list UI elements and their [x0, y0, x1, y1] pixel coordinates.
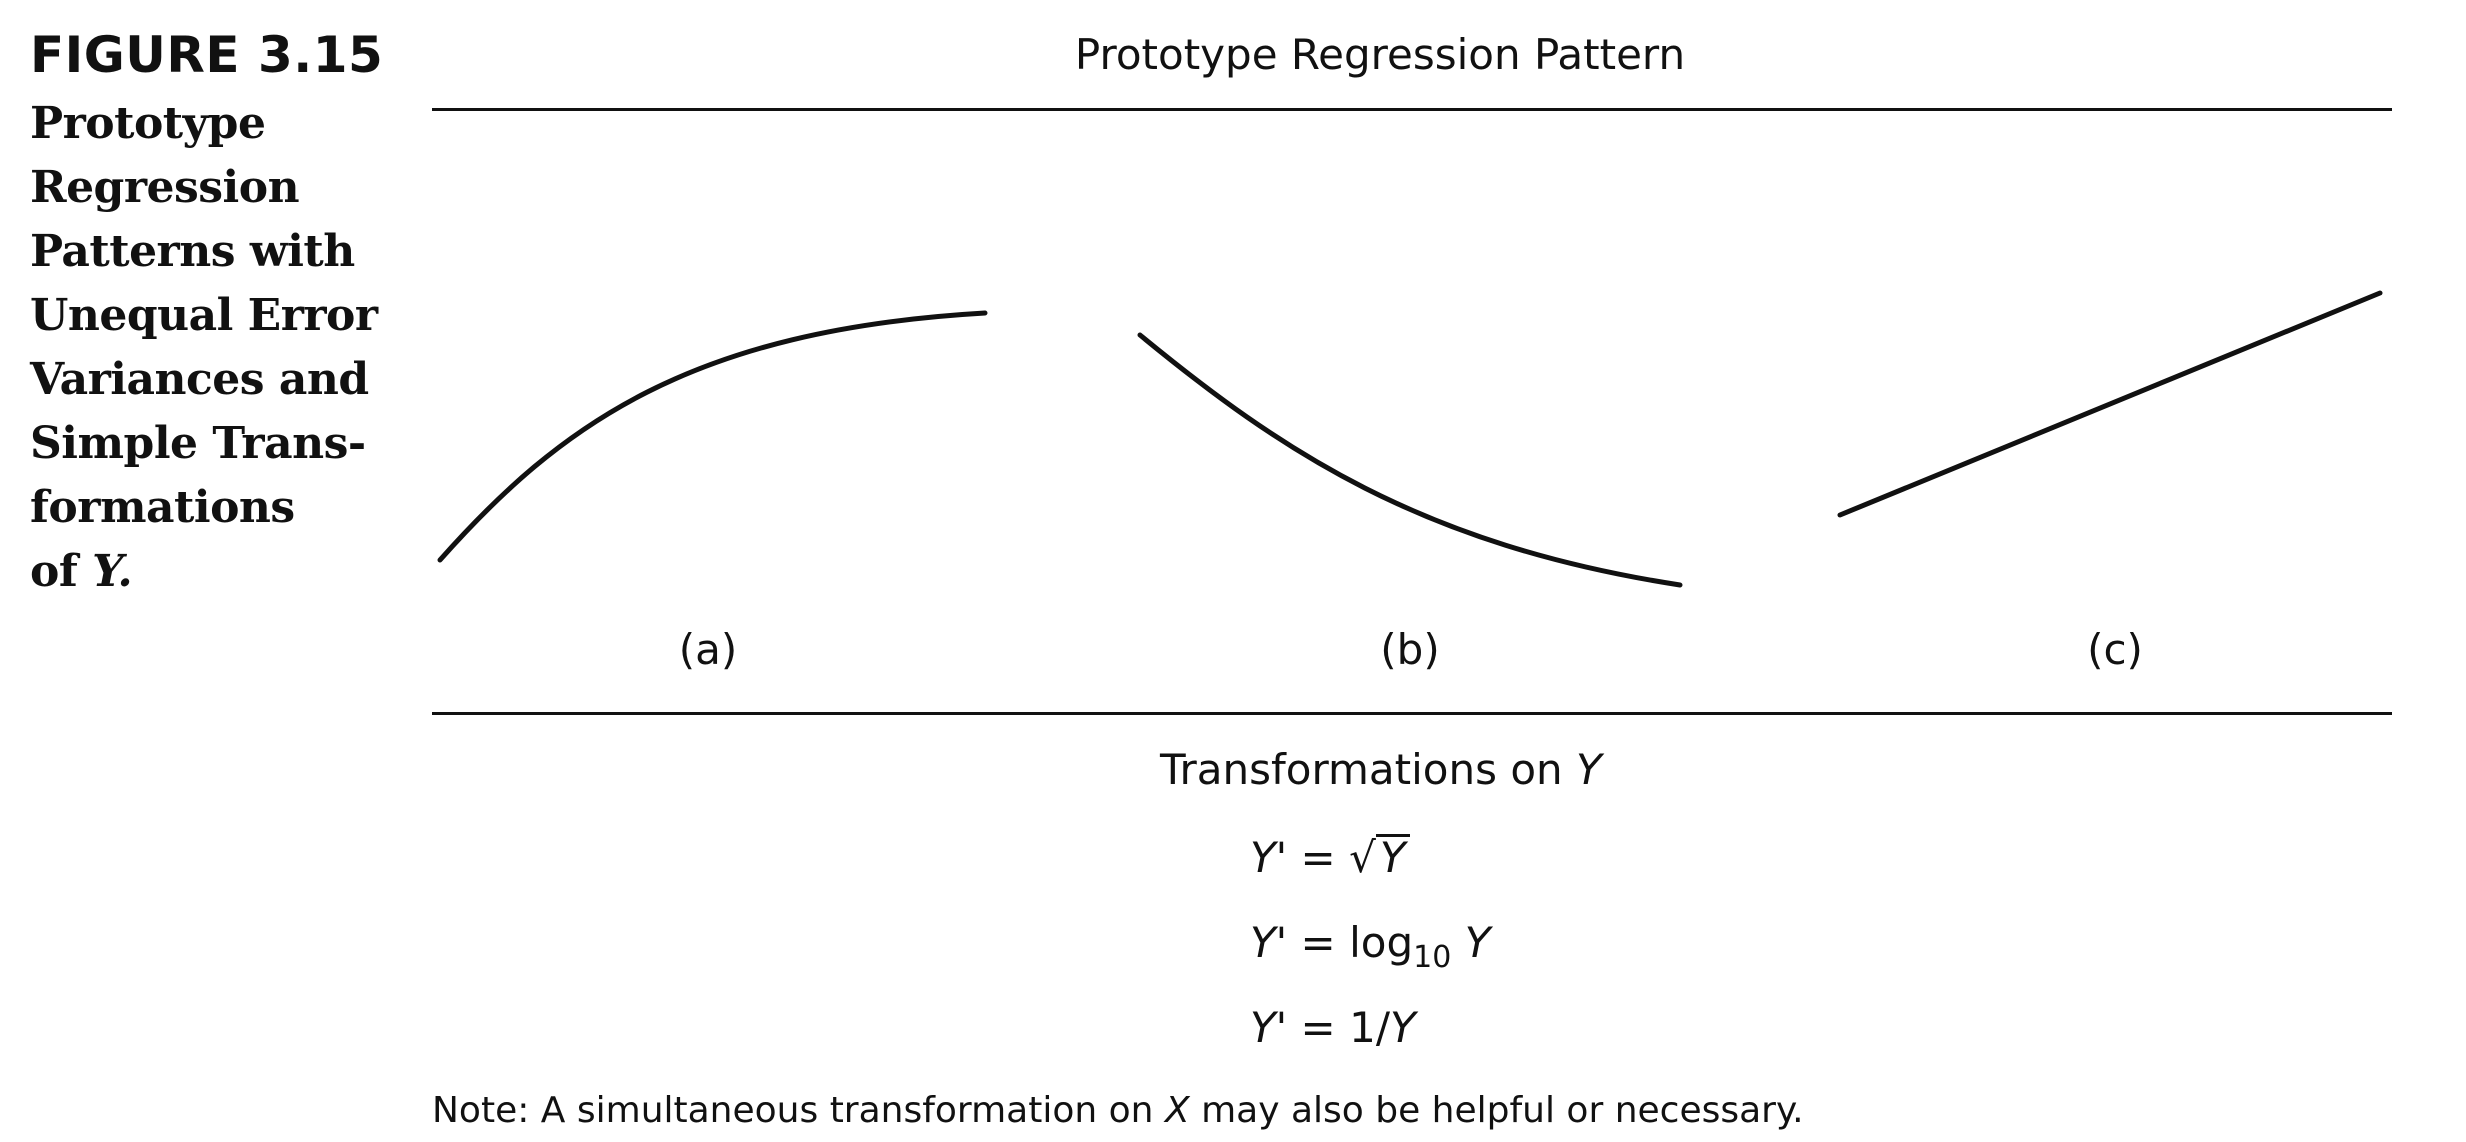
caption-line: Regression — [30, 162, 300, 213]
caption-last-var: Y. — [92, 546, 133, 597]
formula-radicand: Y — [1379, 833, 1406, 882]
caption-line: formations — [30, 482, 295, 533]
curve-b — [1137, 332, 1683, 588]
sqrt-symbol: √ — [1349, 833, 1376, 882]
formula-reciprocal: Y' = 1/Y — [1250, 1003, 1416, 1052]
formula-lhs: Y' = — [1250, 1003, 1336, 1052]
figure-note: Note: A simultaneous transformation on X… — [432, 1090, 1804, 1131]
panel-label-b: (b) — [1380, 625, 1440, 674]
formula-lhs: Y' = — [1250, 833, 1336, 882]
formula-subscript: 10 — [1413, 940, 1452, 975]
line-c — [1837, 290, 2383, 518]
caption-line: Patterns with — [30, 226, 355, 277]
formula-var: Y — [1389, 1003, 1416, 1052]
transformations-heading: Transformations on Y — [1160, 745, 1602, 794]
panel-label-c: (c) — [2087, 625, 2143, 674]
transformations-heading-text: Transformations on — [1160, 745, 1563, 794]
note-var: X — [1164, 1090, 1190, 1131]
panel-title: Prototype Regression Pattern — [1074, 30, 1686, 79]
note-before: Note: A simultaneous transformation on — [432, 1090, 1154, 1131]
formula-num: 1/ — [1349, 1003, 1390, 1052]
panel-label-a: (a) — [678, 625, 738, 674]
caption-line: Unequal Error — [30, 290, 378, 341]
caption-line: Prototype — [30, 98, 266, 149]
figure-caption: Prototype Regression Patterns with Unequ… — [30, 92, 378, 604]
formula-var: Y — [1464, 918, 1491, 967]
formula-lhs: Y' = — [1250, 918, 1336, 967]
top-rule — [432, 108, 2392, 111]
note-after: may also be helpful or necessary. — [1201, 1090, 1804, 1131]
middle-rule — [432, 712, 2392, 715]
curve-a — [437, 310, 988, 563]
caption-line-last: of Y. — [30, 540, 370, 604]
caption-line: Variances and — [30, 354, 369, 405]
formula-sqrt: Y' = √Y — [1250, 833, 1410, 882]
formula-func: log — [1349, 918, 1414, 967]
caption-line: Simple Trans- — [30, 418, 366, 469]
caption-last-prefix: of — [30, 546, 78, 597]
transformations-heading-var: Y — [1576, 745, 1602, 794]
formula-log: Y' = log10 Y — [1250, 918, 1490, 975]
figure-label: FIGURE 3.15 — [30, 26, 384, 84]
